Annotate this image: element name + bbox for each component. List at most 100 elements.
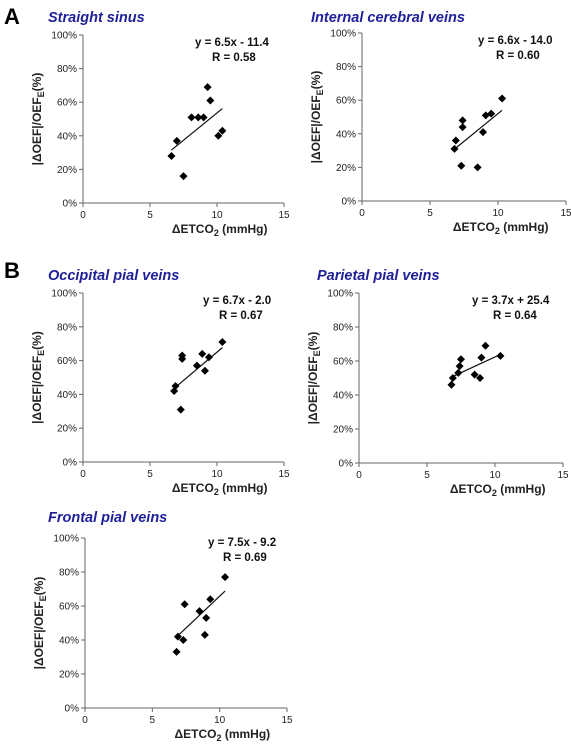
data-point (454, 368, 463, 377)
fit-line (171, 108, 223, 151)
data-point (214, 131, 223, 140)
y-tick-label: 40% (57, 390, 77, 401)
data-point (455, 362, 464, 371)
x-tick-label: 0 (356, 470, 362, 481)
fit-line (454, 109, 503, 150)
y-tick-label: 60% (336, 96, 356, 107)
y-tick-label: 100% (51, 289, 77, 300)
data-point (204, 353, 213, 362)
x-tick-label: 15 (281, 715, 293, 726)
chart-title: Parietal pial veins (317, 268, 440, 284)
x-tick-label: 0 (359, 208, 365, 219)
y-axis-label: |ΔOEF|/OEFE(%) (30, 331, 46, 424)
data-point (457, 355, 465, 364)
data-point (180, 600, 189, 609)
data-point (203, 83, 212, 92)
fit-line (176, 590, 226, 638)
y-tick-label: 20% (57, 424, 77, 435)
data-point (477, 353, 486, 362)
data-point (179, 172, 188, 181)
data-point (172, 136, 181, 145)
data-point (447, 380, 456, 389)
data-point (194, 113, 203, 122)
data-point (481, 341, 490, 350)
x-axis-label: ΔETCO2 (mmHg) (450, 482, 546, 498)
chart-title: Internal cerebral veins (311, 10, 465, 26)
x-tick-label: 10 (492, 208, 504, 219)
x-axis-label: ΔETCO2 (mmHg) (172, 222, 268, 238)
data-point (218, 338, 227, 347)
fit-r-value: R = 0.67 (219, 310, 263, 322)
fit-equation: y = 3.7x + 25.4 (472, 295, 550, 307)
data-point (206, 595, 215, 604)
y-tick-label: 40% (336, 129, 356, 140)
data-point (473, 163, 482, 172)
data-point (195, 607, 204, 616)
data-point (172, 647, 181, 656)
y-tick-label: 40% (333, 391, 353, 402)
y-tick-label: 80% (336, 62, 356, 73)
y-tick-label: 20% (336, 163, 356, 174)
y-tick-label: 40% (59, 636, 79, 647)
y-tick-label: 60% (333, 357, 353, 368)
data-point (167, 151, 176, 160)
data-point (218, 126, 227, 135)
fit-equation: y = 6.6x - 14.0 (478, 35, 553, 47)
y-axis-label: |ΔOEF|/OEFE(%) (306, 332, 322, 425)
y-tick-label: 80% (333, 323, 353, 334)
x-axis-label: ΔETCO2 (mmHg) (453, 220, 549, 236)
data-point (187, 113, 196, 122)
chart-parietal-pial-veins: Parietal pial veins y = 3.7x + 25.4 R = … (306, 268, 569, 498)
x-tick-label: 10 (211, 210, 223, 221)
y-tick-label: 20% (333, 425, 353, 436)
data-point (176, 405, 185, 414)
y-tick-label: 0% (63, 458, 78, 469)
y-tick-label: 80% (57, 322, 77, 333)
x-tick-label: 10 (489, 470, 501, 481)
x-axis-label: ΔETCO2 (mmHg) (172, 481, 268, 497)
data-point (448, 374, 457, 382)
y-tick-label: 100% (330, 29, 356, 40)
data-point (470, 370, 479, 379)
x-tick-label: 0 (80, 210, 86, 221)
chart-straight-sinus: Straight sinus y = 6.5x - 11.4 R = 0.58 … (30, 10, 290, 238)
fit-equation: y = 6.5x - 11.4 (195, 37, 269, 49)
data-point (498, 94, 507, 103)
data-point (200, 366, 209, 375)
fit-equation: y = 6.7x - 2.0 (203, 295, 271, 307)
data-point (476, 374, 485, 382)
x-tick-label: 15 (278, 210, 290, 221)
y-tick-label: 0% (63, 199, 78, 210)
data-point (178, 351, 187, 360)
fit-r-value: R = 0.60 (496, 50, 540, 62)
y-tick-label: 20% (57, 165, 77, 176)
data-point (450, 144, 459, 153)
chart-title: Straight sinus (48, 10, 145, 26)
chart-title: Occipital pial veins (48, 268, 179, 284)
data-point (173, 632, 182, 641)
x-tick-label: 15 (557, 470, 569, 481)
x-axis-label: ΔETCO2 (mmHg) (175, 727, 271, 743)
data-point (451, 136, 460, 145)
y-tick-label: 60% (59, 602, 79, 613)
chart-occipital-pial-veins: Occipital pial veins y = 6.7x - 2.0 R = … (30, 268, 290, 497)
y-tick-label: 100% (53, 534, 79, 545)
y-tick-label: 80% (59, 568, 79, 579)
data-point (458, 116, 467, 125)
data-point (202, 613, 211, 622)
y-tick-label: 0% (65, 704, 80, 715)
data-point (200, 630, 209, 639)
data-point (487, 109, 496, 118)
data-point (199, 113, 208, 122)
data-point (171, 381, 180, 390)
x-tick-label: 10 (214, 715, 226, 726)
fit-r-value: R = 0.64 (493, 310, 537, 322)
data-point (458, 123, 467, 132)
data-point (206, 96, 215, 105)
x-tick-label: 0 (80, 469, 86, 480)
x-tick-label: 15 (278, 469, 290, 480)
y-axis-label: |ΔOEF|/OEFE(%) (32, 577, 48, 670)
y-tick-label: 40% (57, 131, 77, 142)
fit-r-value: R = 0.69 (223, 552, 267, 564)
